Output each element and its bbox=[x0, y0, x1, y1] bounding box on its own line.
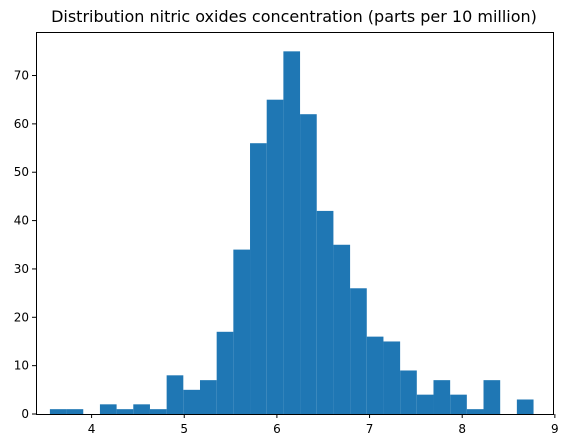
histogram-bar bbox=[433, 380, 451, 414]
histogram-bar bbox=[416, 394, 434, 414]
histogram-bar bbox=[266, 99, 284, 415]
histogram-bar bbox=[316, 210, 334, 414]
histogram-bar bbox=[216, 331, 234, 414]
histogram-bar bbox=[383, 341, 401, 414]
histogram-bar bbox=[516, 399, 534, 414]
y-tick-label: 10 bbox=[14, 359, 29, 373]
histogram-bar bbox=[149, 409, 167, 414]
histogram-bar bbox=[350, 288, 367, 414]
histogram-bar bbox=[199, 380, 217, 414]
y-tick-label: 70 bbox=[14, 69, 29, 83]
histogram-bar bbox=[450, 394, 467, 414]
x-tick-label: 8 bbox=[458, 422, 466, 436]
histogram-bar bbox=[99, 404, 117, 414]
y-tick-label: 40 bbox=[14, 214, 29, 228]
histogram-bar bbox=[300, 114, 317, 415]
x-tick-label: 7 bbox=[366, 422, 374, 436]
histogram-bar bbox=[66, 409, 84, 414]
histogram-bar bbox=[116, 409, 134, 414]
y-tick-label: 60 bbox=[14, 117, 29, 131]
histogram-bar bbox=[183, 389, 200, 414]
histogram-bar bbox=[233, 249, 251, 414]
histogram-bars bbox=[49, 51, 534, 415]
histogram-bar bbox=[166, 375, 184, 414]
histogram-bar bbox=[283, 51, 301, 415]
chart-title: Distribution nitric oxides concentration… bbox=[51, 7, 537, 26]
y-tick-label: 20 bbox=[14, 310, 29, 324]
plot-frame bbox=[36, 32, 554, 415]
x-tick-label: 6 bbox=[273, 422, 281, 436]
histogram-bar bbox=[133, 404, 150, 414]
x-tick-label: 4 bbox=[88, 422, 96, 436]
y-tick-label: 0 bbox=[21, 407, 29, 421]
y-tick-label: 30 bbox=[14, 262, 29, 276]
x-axis: 4 5 6 7 8 9 bbox=[88, 414, 559, 436]
histogram-bar bbox=[400, 370, 417, 414]
histogram-bar bbox=[49, 409, 67, 414]
histogram-bar bbox=[483, 380, 501, 414]
histogram-bar bbox=[366, 336, 384, 414]
histogram-bar bbox=[466, 409, 484, 414]
y-tick-label: 50 bbox=[14, 165, 29, 179]
x-tick-label: 9 bbox=[551, 422, 559, 436]
x-tick-label: 5 bbox=[180, 422, 188, 436]
histogram-bar bbox=[250, 143, 267, 414]
histogram-bar bbox=[333, 244, 351, 414]
y-axis: 0 10 20 30 40 50 60 70 bbox=[14, 69, 36, 421]
